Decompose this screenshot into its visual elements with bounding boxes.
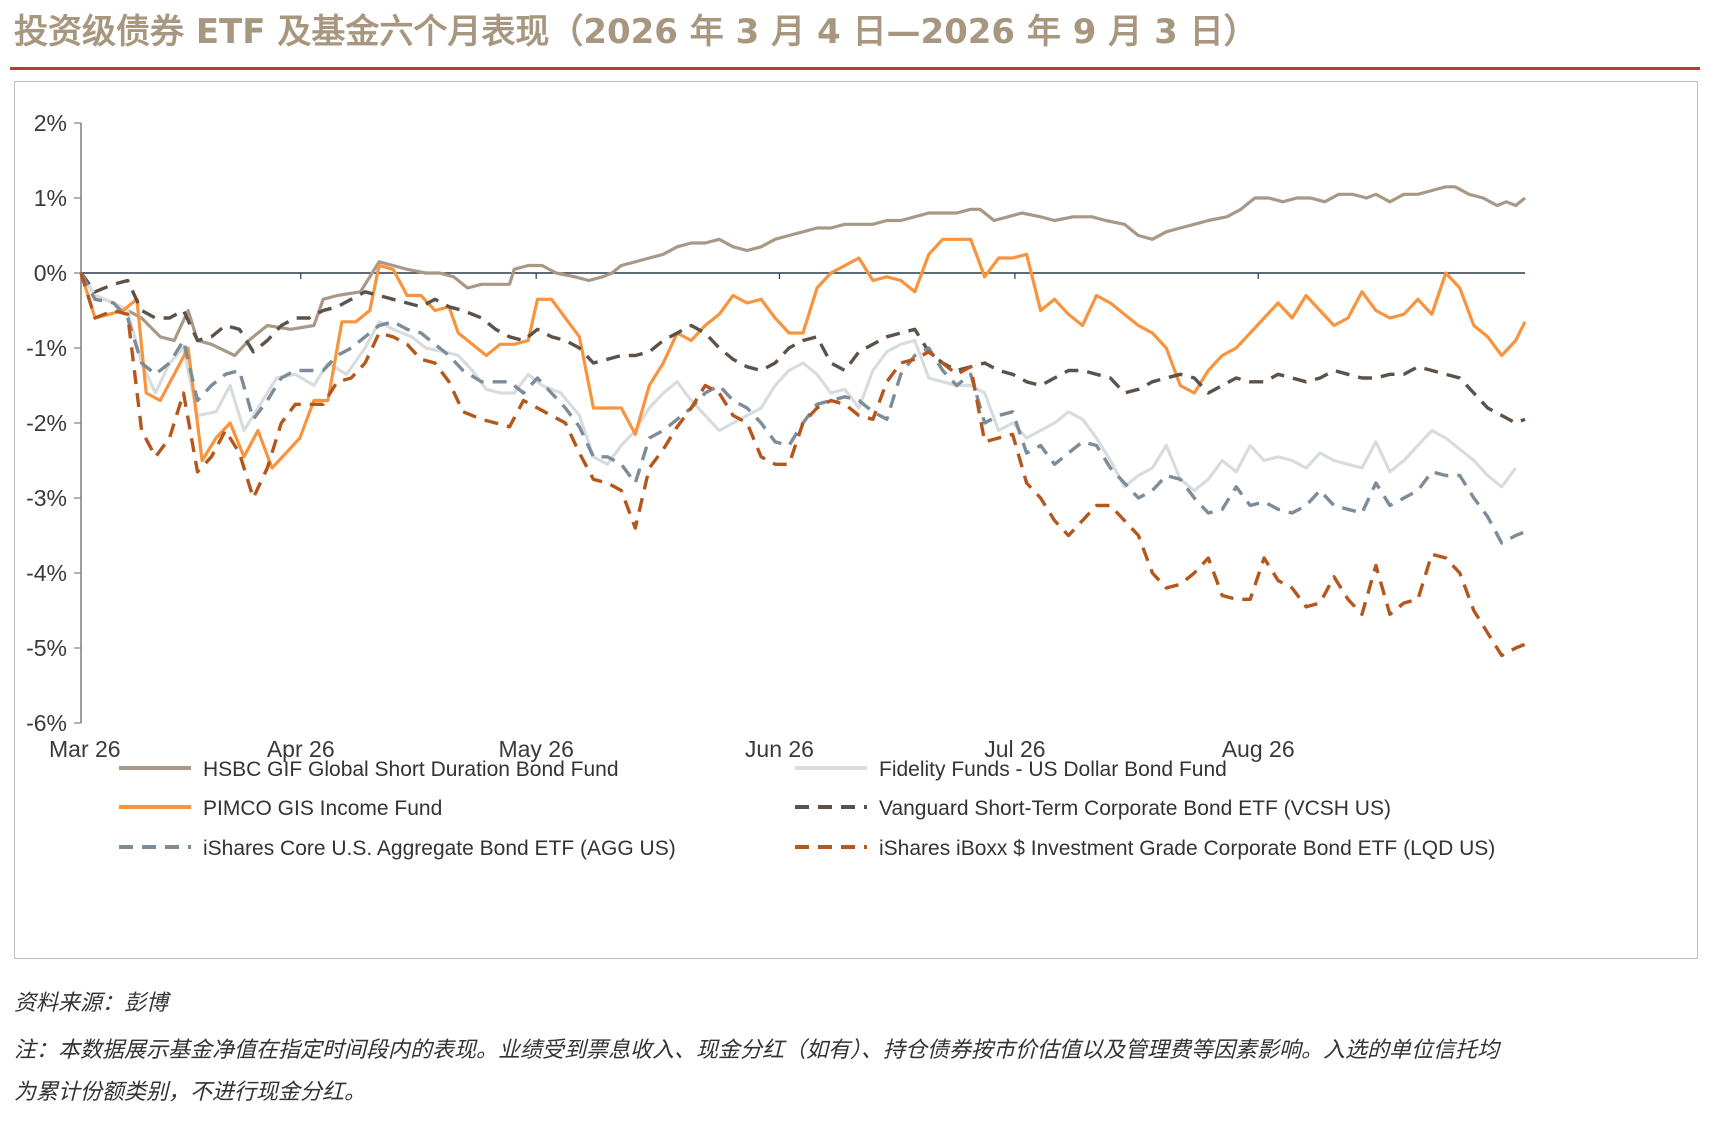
y-tick-label: 0% <box>34 260 67 286</box>
series-pimco-line <box>79 237 1527 470</box>
y-tick-label: -3% <box>26 485 67 511</box>
y-tick-label: -6% <box>26 710 67 736</box>
legend-vcsh-label: Vanguard Short-Term Corporate Bond ETF (… <box>879 797 1391 820</box>
x-axis-ticks: Mar 26 Apr 26 May 26 Jun 26 Jul 26 Aug 26 <box>49 273 1295 762</box>
y-tick-label: -5% <box>26 635 67 661</box>
y-tick-label: -1% <box>26 335 67 361</box>
title-divider <box>10 67 1700 70</box>
y-tick-label: 2% <box>34 110 67 136</box>
legend-lqd-label: iShares iBoxx $ Investment Grade Corpora… <box>879 837 1495 860</box>
legend-agg-label: iShares Core U.S. Aggregate Bond ETF (AG… <box>203 837 676 860</box>
axes <box>80 123 1525 723</box>
series-agg-line <box>79 272 1526 545</box>
disclaimer-line-1: 注：本数据展示基金净值在指定时间段内的表现。业绩受到票息收入、现金分红（如有）、… <box>14 1038 1500 1063</box>
x-tick-label: Jul 26 <box>984 736 1045 762</box>
disclaimer-line-2: 为累计份额类别，不进行现金分红。 <box>14 1080 367 1105</box>
series-vcsh-line <box>79 271 1526 425</box>
x-tick-label: Mar 26 <box>49 736 121 762</box>
y-tick-label: 1% <box>34 185 67 211</box>
chart-frame: 2% 1% 0% -1% -2% -3% -4% -5% -6% Mar 26 Apr 26 May… <box>14 81 1698 959</box>
x-tick-label: Jun 26 <box>745 736 814 762</box>
x-tick-label: Apr 26 <box>267 736 335 762</box>
y-tick-label: -4% <box>26 560 67 586</box>
chart-legend: HSBC GIF Global Short Duration Bond Fund… <box>119 758 1495 860</box>
legend-pimco-label: PIMCO GIS Income Fund <box>203 797 442 820</box>
x-tick-label: May 26 <box>498 736 573 762</box>
series-fidelity-line <box>79 272 1517 493</box>
series-lqd-line <box>79 272 1526 658</box>
performance-line-chart: 2% 1% 0% -1% -2% -3% -4% -5% -6% Mar 26 Apr 26 May… <box>26 110 1527 860</box>
legend-hsbc-label: HSBC GIF Global Short Duration Bond Fund <box>203 758 619 781</box>
y-axis-ticks: 2% 1% 0% -1% -2% -3% -4% -5% -6% <box>26 110 81 736</box>
legend-fidelity-label: Fidelity Funds - US Dollar Bond Fund <box>879 758 1227 781</box>
series-hsbc-line <box>79 185 1527 358</box>
y-tick-label: -2% <box>26 410 67 436</box>
source-note: 资料来源：彭博 <box>14 991 169 1016</box>
series-lines <box>79 185 1527 658</box>
x-tick-label: Aug 26 <box>1222 736 1295 762</box>
page-title: 投资级债券 ETF 及基金六个月表现（2026 年 3 月 4 日—2026 年… <box>14 12 1258 52</box>
